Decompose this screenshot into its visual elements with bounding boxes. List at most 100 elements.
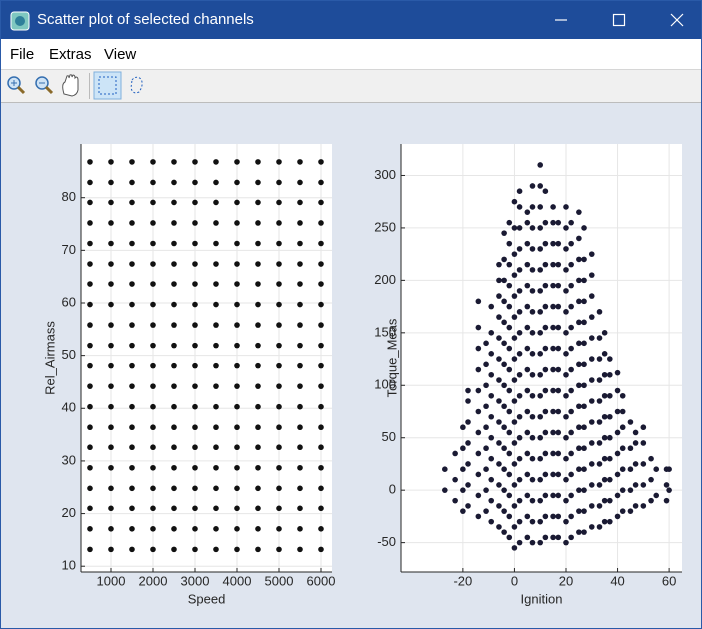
- scatter-point: [640, 440, 647, 446]
- scatter-point: [496, 461, 502, 467]
- scatter-point: [318, 505, 324, 512]
- scatter-point: [563, 455, 569, 462]
- scatter-point: [501, 298, 507, 305]
- scatter-point: [511, 314, 518, 320]
- scatter-point: [511, 377, 518, 383]
- scatter-point: [640, 503, 647, 509]
- scatter-point: [506, 345, 513, 352]
- scatter-point: [550, 492, 556, 499]
- scatter-point: [542, 240, 549, 247]
- menu-bar: File Extras View: [1, 39, 701, 69]
- scatter-point: [213, 526, 219, 532]
- scatter-point: [529, 455, 536, 462]
- scatter-point: [576, 340, 582, 347]
- scatter-point: [171, 240, 177, 247]
- scatter-point: [632, 440, 639, 446]
- scatter-point: [550, 282, 556, 289]
- scatter-point: [588, 377, 595, 383]
- scatter-point: [496, 314, 502, 320]
- scatter-point: [563, 518, 569, 525]
- scatter-point: [563, 371, 569, 378]
- scatter-point: [550, 534, 556, 541]
- scatter-point: [150, 322, 156, 328]
- scatter-point: [555, 219, 562, 226]
- scatter-point: [465, 503, 471, 509]
- toolbar-icons[interactable]: [1, 70, 161, 102]
- scatter-point: [596, 440, 603, 446]
- x-tick-label: 20: [559, 573, 573, 588]
- scatter-point: [537, 434, 544, 441]
- menu-item[interactable]: View: [104, 46, 137, 63]
- scatter-point: [614, 429, 621, 436]
- scatter-point: [234, 281, 240, 287]
- scatter-point: [542, 324, 549, 331]
- scatter-point: [588, 356, 595, 362]
- scatter-point: [555, 366, 562, 373]
- scatter-point: [87, 322, 93, 328]
- scatter-point: [108, 261, 114, 267]
- scatter-point: [555, 345, 562, 352]
- scatter-point: [276, 464, 282, 471]
- scatter-point: [496, 440, 502, 446]
- scatter-point: [581, 508, 587, 514]
- scatter-point: [171, 179, 177, 186]
- scatter-point: [516, 351, 523, 357]
- window-controls[interactable]: [521, 1, 701, 39]
- scatter-point: [171, 281, 177, 287]
- y-tick-label: 60: [62, 294, 76, 309]
- scatter-point: [475, 324, 482, 331]
- scatter-point: [483, 382, 489, 389]
- scatter-point: [607, 518, 613, 525]
- scatter-point: [150, 383, 156, 389]
- scatter-point: [581, 529, 587, 535]
- menu-item[interactable]: Extras: [49, 46, 92, 63]
- scatter-point: [614, 369, 621, 376]
- scatter-point: [529, 267, 536, 273]
- menu-item[interactable]: File: [10, 46, 35, 63]
- scatter-point: [255, 199, 261, 206]
- scatter-point: [129, 464, 135, 471]
- scatter-point: [276, 485, 282, 492]
- toolbar: [1, 69, 701, 103]
- scatter-point: [619, 466, 626, 472]
- scatter-point: [568, 513, 574, 520]
- scatter-point: [129, 220, 135, 226]
- scatter-point: [192, 383, 198, 389]
- scatter-point: [460, 424, 466, 431]
- scatter-point: [581, 319, 587, 326]
- scatter-point: [614, 492, 621, 499]
- scatter-point: [601, 476, 608, 483]
- scatter-point: [318, 281, 324, 287]
- scatter-point: [568, 492, 574, 499]
- scatter-point: [568, 240, 574, 247]
- scatter-point: [563, 351, 569, 357]
- scatter-point: [588, 314, 595, 320]
- scatter-point: [192, 159, 198, 165]
- scatter-point: [576, 424, 582, 431]
- scatter-point: [601, 434, 608, 441]
- scatter-point: [537, 455, 544, 462]
- scatter-point: [465, 419, 471, 425]
- scatter-point: [192, 526, 198, 532]
- scatter-point: [234, 301, 240, 308]
- scatter-point: [506, 261, 513, 268]
- scatter-point: [475, 450, 482, 457]
- scatter-point: [171, 199, 177, 206]
- scatter-point: [276, 362, 282, 369]
- scatter-point: [87, 424, 93, 431]
- scatter-point: [234, 240, 240, 247]
- scatter-point: [87, 281, 93, 287]
- scatter-point: [542, 387, 549, 394]
- scatter-point: [465, 440, 471, 446]
- scatter-point: [511, 398, 518, 404]
- scatter-point: [568, 387, 574, 394]
- scatter-point: [129, 179, 135, 186]
- scatter-point: [581, 382, 587, 389]
- scatter-point: [601, 371, 608, 378]
- scatter-point: [318, 362, 324, 369]
- scatter-point: [488, 303, 495, 310]
- scatter-point: [542, 513, 549, 520]
- scatter-point: [601, 518, 608, 525]
- scatter-point: [555, 282, 562, 289]
- scatter-point: [87, 199, 93, 206]
